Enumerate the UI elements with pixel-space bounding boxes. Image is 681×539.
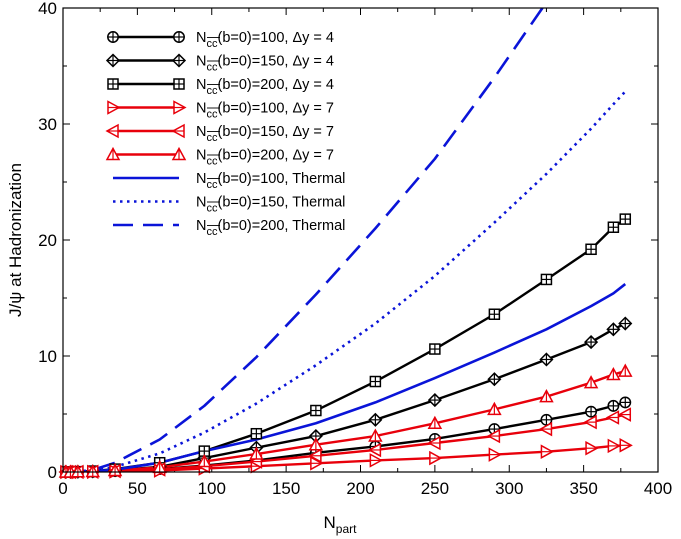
data-point-s5 — [583, 414, 597, 430]
legend-marker-left-4 — [107, 100, 121, 115]
axis-ticks: 0 50 100 150 200 250 300 350 400 0 10 20 30 40 — [38, 0, 672, 498]
data-point-s4 — [310, 456, 324, 471]
data-point-s3 — [619, 213, 632, 225]
y-tick-label: 40 — [38, 0, 57, 18]
data-point-s6 — [107, 462, 123, 477]
legend-marker-right-4 — [173, 100, 187, 115]
data-point-s4 — [585, 440, 599, 456]
y-tick-label: 20 — [38, 231, 57, 250]
data-point-s6 — [197, 453, 212, 468]
x-tick-label: 400 — [644, 479, 672, 498]
legend-marker-right-6 — [171, 146, 187, 161]
legend-label-1: Ncc(b=0)=100, Δy = 4 — [196, 30, 334, 50]
data-point-s2 — [539, 352, 554, 367]
data-point-s3 — [488, 308, 501, 320]
data-point-s1 — [607, 399, 620, 412]
legend-label-8: Ncc(b=0)=150, Thermal — [196, 195, 345, 215]
x-axis-title-sub: part — [336, 522, 357, 536]
y-axis-title: J/ψ at Hadronization — [6, 163, 25, 317]
data-point-s5 — [605, 410, 620, 425]
data-point-s6 — [606, 366, 621, 381]
data-point-s3 — [429, 343, 441, 355]
legend-marker-right-5 — [171, 123, 185, 139]
data-point-s2 — [606, 322, 621, 337]
legend-label-9: Ncc(b=0)=200, Thermal — [196, 218, 345, 238]
y-tick-label: 0 — [48, 463, 57, 482]
data-point-s2 — [308, 428, 323, 444]
x-axis-title-main: N — [324, 513, 336, 532]
data-point-s3 — [250, 427, 263, 440]
legend-label-4: Ncc(b=0)=100, Δy = 7 — [196, 101, 334, 121]
series-line-9 — [65, 8, 545, 472]
data-point-s6 — [70, 464, 86, 478]
x-tick-label: 300 — [495, 479, 523, 498]
legend-marker-right-2 — [171, 53, 187, 68]
legend-marker-left-6 — [105, 146, 121, 161]
data-point-s2 — [584, 335, 599, 350]
data-point-s5 — [617, 407, 632, 422]
data-point-s2 — [618, 316, 633, 331]
data-point-s5 — [427, 435, 441, 451]
x-tick-label: 150 — [272, 479, 300, 498]
data-point-s6 — [539, 389, 554, 403]
data-point-s6 — [85, 463, 101, 478]
x-tick-label: 250 — [421, 479, 449, 498]
data-point-s2 — [487, 372, 502, 387]
data-point-s3 — [540, 273, 553, 286]
series-line-7 — [65, 283, 627, 472]
legend-marker-left-3 — [107, 78, 119, 90]
data-point-s3 — [310, 404, 322, 417]
legend-marker-right-1 — [173, 31, 185, 43]
x-tick-label: 350 — [569, 479, 597, 498]
data-point-s4 — [540, 444, 555, 459]
data-point-s4 — [429, 450, 443, 466]
data-point-s6 — [308, 437, 324, 451]
data-point-s6 — [583, 375, 599, 389]
data-point-s5 — [367, 442, 382, 458]
legend-label-5: Ncc(b=0)=150, Δy = 7 — [196, 124, 334, 144]
data-point-s5 — [308, 448, 322, 464]
x-tick-label: 50 — [128, 479, 147, 498]
data-point-s6 — [368, 428, 383, 442]
data-point-s6 — [487, 401, 502, 416]
plot-frame — [62, 7, 659, 473]
data-point-s5 — [486, 428, 501, 444]
data-point-s4 — [619, 438, 633, 453]
data-point-s3 — [607, 221, 620, 233]
data-point-s6 — [427, 415, 443, 430]
data-point-s3 — [585, 243, 597, 256]
data-point-s2 — [368, 412, 383, 427]
data-point-s2 — [427, 393, 442, 408]
legend-marker-left-2 — [105, 53, 121, 68]
legend-marker-left-5 — [105, 123, 119, 139]
x-tick-label: 100 — [198, 479, 226, 498]
series-line-8 — [65, 90, 627, 472]
data-point-s5 — [538, 421, 553, 437]
legend-marker-left-1 — [107, 31, 119, 43]
x-axis-title: Npart — [324, 513, 358, 536]
legend-label-2: Ncc(b=0)=150, Δy = 4 — [196, 54, 334, 74]
data-point-s3 — [369, 375, 382, 388]
data-point-s4 — [488, 447, 502, 462]
legend: Ncc(b=0)=100, Δy = 4 Ncc(b=0)=150, Δy = 4… — [105, 30, 345, 238]
y-tick-label: 10 — [38, 347, 57, 366]
x-tick-label: 200 — [346, 479, 374, 498]
data-point-s6 — [618, 363, 633, 377]
series-line-3 — [65, 218, 626, 472]
x-tick-label: 0 — [58, 479, 67, 498]
markers-layer — [58, 213, 633, 480]
data-point-s1 — [585, 405, 598, 418]
data-point-s4 — [607, 438, 621, 454]
legend-marker-right-3 — [173, 78, 185, 90]
legend-label-3: Ncc(b=0)=200, Δy = 4 — [196, 77, 334, 97]
legend-label-7: Ncc(b=0)=100, Thermal — [196, 171, 345, 191]
data-point-s6 — [249, 446, 264, 460]
y-tick-label: 30 — [38, 115, 57, 134]
data-point-s4 — [369, 453, 383, 468]
legend-label-6: Ncc(b=0)=200, Δy = 7 — [196, 148, 334, 168]
data-point-s1 — [619, 396, 632, 409]
